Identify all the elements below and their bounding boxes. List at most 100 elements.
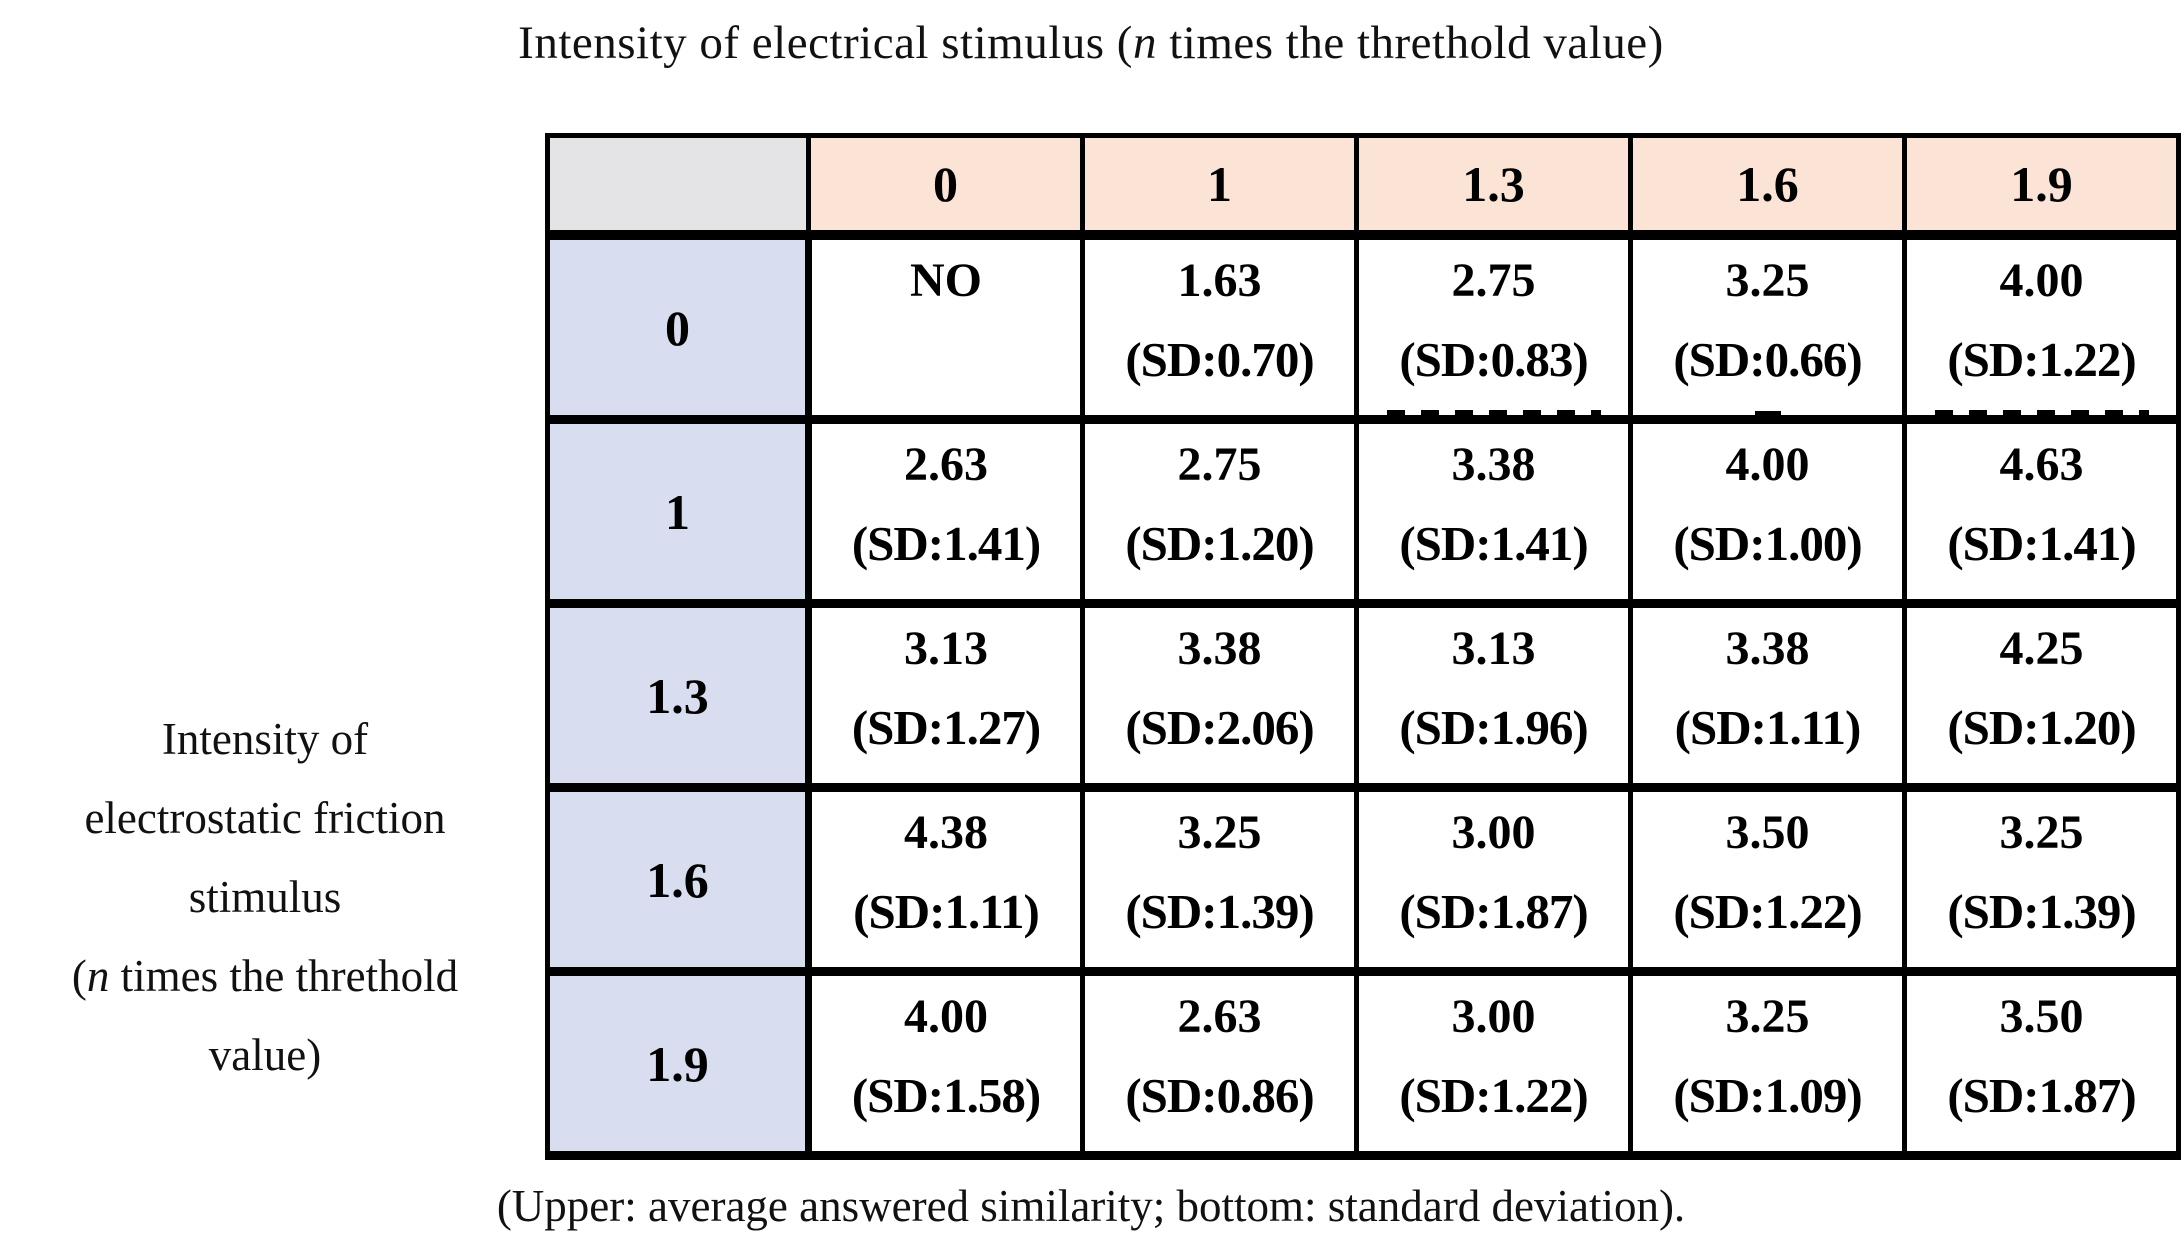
data-cell-r1-c1: 2.75 (SD:1.20) (1080, 417, 1359, 608)
data-cell-r1.3-c1.3: 3.13 (SD:1.96) (1354, 601, 1633, 792)
cell-mean-value: 4.00 (1725, 438, 1810, 491)
cell-mean-value: 3.13 (904, 622, 988, 675)
cell-sd-value: (SD:1.41) (1947, 516, 2136, 571)
data-cell-r0-c0: NO (806, 232, 1085, 424)
cell-mean-value: 3.00 (1451, 806, 1536, 859)
cell-sd-value: (SD:2.06) (1125, 700, 1314, 755)
cell-sd-value: (SD:1.39) (1947, 884, 2136, 939)
cell-mean-value: 3.00 (1451, 990, 1536, 1043)
data-cell-r1.3-c0: 3.13 (SD:1.27) (806, 601, 1085, 792)
data-cell-r1.9-c1.9: 3.50 (SD:1.87) (1902, 969, 2181, 1160)
cell-mean-value: 4.00 (904, 990, 988, 1043)
cell-sd-value: (SD:1.22) (1399, 1068, 1588, 1123)
cell-mean-value: 3.25 (1725, 254, 1810, 307)
column-axis-title-post: times the threthold value) (1156, 17, 1664, 69)
col-header-1.6: 1.6 (1628, 133, 1907, 240)
clipped-text-artifact (1386, 410, 1601, 415)
data-cell-r1.9-c1: 2.63 (SD:0.86) (1080, 969, 1359, 1160)
cell-mean-value: 3.25 (1177, 806, 1262, 859)
row-axis-label-line3: stimulus (188, 872, 342, 922)
row-axis-label-italic-n: n (86, 951, 110, 1001)
data-cell-r1.6-c1.3: 3.00 (SD:1.87) (1354, 785, 1633, 976)
cell-mean-value: 2.63 (904, 438, 988, 491)
table-row-1.3: 1.3 3.13 (SD:1.27) 3.38 (SD:2.06) 3.13 (SD:1.9… (545, 601, 2181, 792)
column-axis-title-pre: Intensity of electrical stimulus ( (518, 17, 1133, 69)
cell-mean-value: 3.25 (1999, 806, 2084, 859)
cell-mean-value: 2.75 (1177, 438, 1262, 491)
data-cell-r1-c1.9: 4.63 (SD:1.41) (1902, 417, 2181, 608)
cell-sd-value: (SD:1.22) (1947, 332, 2136, 387)
row-axis-label-line5: value) (208, 1030, 322, 1080)
col-header-1.3: 1.3 (1354, 133, 1633, 240)
header-row: 0 1 1.3 1.6 1.9 (545, 133, 2181, 240)
table-row-0: 0 NO 1.63 (SD:0.70) 2.75 (SD:0.83) 3.25 (SD:0.6… (545, 232, 2181, 424)
row-header-1: 1 (545, 417, 812, 608)
cell-sd-value: (SD:1.96) (1399, 700, 1588, 755)
row-axis-label-line4: (n times the threthold (71, 951, 459, 1001)
row-axis-label: Intensity of electrostatic friction stim… (5, 700, 525, 1095)
cell-sd-value: (SD:1.22) (1673, 884, 1862, 939)
col-header-1: 1 (1080, 133, 1359, 240)
cell-sd-value: (SD:0.86) (1125, 1068, 1314, 1123)
cell-mean-value: 3.38 (1725, 622, 1810, 675)
cell-mean-value: 2.63 (1177, 990, 1262, 1043)
cell-mean-value: 3.25 (1725, 990, 1810, 1043)
column-axis-title: Intensity of electrical stimulus (n time… (0, 12, 2182, 74)
data-cell-r1.6-c1.6: 3.50 (SD:1.22) (1628, 785, 1907, 976)
cell-sd-value: (SD:1.27) (851, 700, 1041, 755)
data-cell-r0-c1.3: 2.75 (SD:0.83) (1354, 232, 1633, 424)
data-cell-r1-c1.6: 4.00 (SD:1.00) (1628, 417, 1907, 608)
cell-sd-value: (SD:1.00) (1673, 516, 1862, 571)
data-cell-r1.3-c1.6: 3.38 (SD:1.11) (1628, 601, 1907, 792)
clipped-text-artifact (1934, 410, 2149, 415)
cell-sd-value: (SD:1.41) (851, 516, 1041, 571)
cell-sd-value: (SD:1.87) (1399, 884, 1588, 939)
cell-sd-value: (SD:1.20) (1125, 516, 1314, 571)
data-cell-r1.6-c0: 4.38 (SD:1.11) (806, 785, 1085, 976)
data-cell-r0-c1.6: 3.25 (SD:0.66) (1628, 232, 1907, 424)
cell-mean-value: 4.38 (904, 806, 988, 859)
data-cell-r1.6-c1.9: 3.25 (SD:1.39) (1902, 785, 2181, 976)
cell-mean-value: 4.00 (1999, 254, 2084, 307)
data-cell-r0-c1: 1.63 (SD:0.70) (1080, 232, 1359, 424)
cell-mean-value: 3.50 (1999, 990, 2084, 1043)
table-header: 0 1 1.3 1.6 1.9 (545, 133, 2181, 240)
similarity-table: 0 1 1.3 1.6 1.9 0 NO 1.63 (SD:0.70) 2.75 (SD:0.83… (545, 133, 2181, 1160)
cell-sd-value: (SD:1.58) (851, 1068, 1041, 1123)
cell-sd-value: (SD:1.41) (1399, 516, 1588, 571)
cell-mean-value: 3.50 (1725, 806, 1810, 859)
similarity-table-wrap: 0 1 1.3 1.6 1.9 0 NO 1.63 (SD:0.70) 2.75 (SD:0.83… (545, 133, 2181, 1160)
cell-sd-value: (SD:1.87) (1947, 1068, 2136, 1123)
cell-mean-value: 1.63 (1177, 254, 1262, 307)
row-header-1.9: 1.9 (545, 969, 812, 1160)
cell-sd-value: (SD:0.70) (1125, 332, 1314, 387)
data-cell-r0-c1.9: 4.00 (SD:1.22) (1902, 232, 2181, 424)
data-cell-r1.9-c0: 4.00 (SD:1.58) (806, 969, 1085, 1160)
table-row-1.9: 1.9 4.00 (SD:1.58) 2.63 (SD:0.86) 3.00 (SD:1.2… (545, 969, 2181, 1160)
data-cell-r1.9-c1.3: 3.00 (SD:1.22) (1354, 969, 1633, 1160)
cell-sd-value: (SD:1.39) (1125, 884, 1314, 939)
row-header-1.3: 1.3 (545, 601, 812, 792)
cell-mean-value: 4.63 (1999, 438, 2084, 491)
cell-mean-value: 3.38 (1177, 622, 1262, 675)
cell-mean-value: 3.38 (1451, 438, 1536, 491)
row-axis-label-line1: Intensity of (161, 714, 369, 764)
row-header-1.6: 1.6 (545, 785, 812, 976)
corner-cell (545, 133, 811, 240)
table-row-1.6: 1.6 4.38 (SD:1.11) 3.25 (SD:1.39) 3.00 (SD:1.8… (545, 785, 2181, 976)
table-row-1: 1 2.63 (SD:1.41) 2.75 (SD:1.20) 3.38 (SD:1.41)… (545, 417, 2181, 608)
cell-mean-value: 2.75 (1451, 254, 1536, 307)
data-cell-r1.9-c1.6: 3.25 (SD:1.09) (1628, 969, 1907, 1160)
cell-sd-value: (SD:1.09) (1673, 1068, 1862, 1123)
cell-sd-value: (SD:1.20) (1947, 700, 2136, 755)
figure-caption: (Upper: average answered similarity; bot… (496, 1181, 1686, 1231)
cell-sd-value: (SD:0.66) (1673, 332, 1862, 387)
column-axis-title-italic-n: n (1132, 17, 1157, 69)
data-cell-r1.3-c1.9: 4.25 (SD:1.20) (1902, 601, 2181, 792)
data-cell-r1.6-c1: 3.25 (SD:1.39) (1080, 785, 1359, 976)
data-cell-r1-c1.3: 3.38 (SD:1.41) (1354, 417, 1633, 608)
data-cell-r1.3-c1: 3.38 (SD:2.06) (1080, 601, 1359, 792)
table-body: 0 NO 1.63 (SD:0.70) 2.75 (SD:0.83) 3.25 (SD:0.6… (545, 232, 2181, 1160)
col-header-1.9: 1.9 (1902, 133, 2181, 240)
